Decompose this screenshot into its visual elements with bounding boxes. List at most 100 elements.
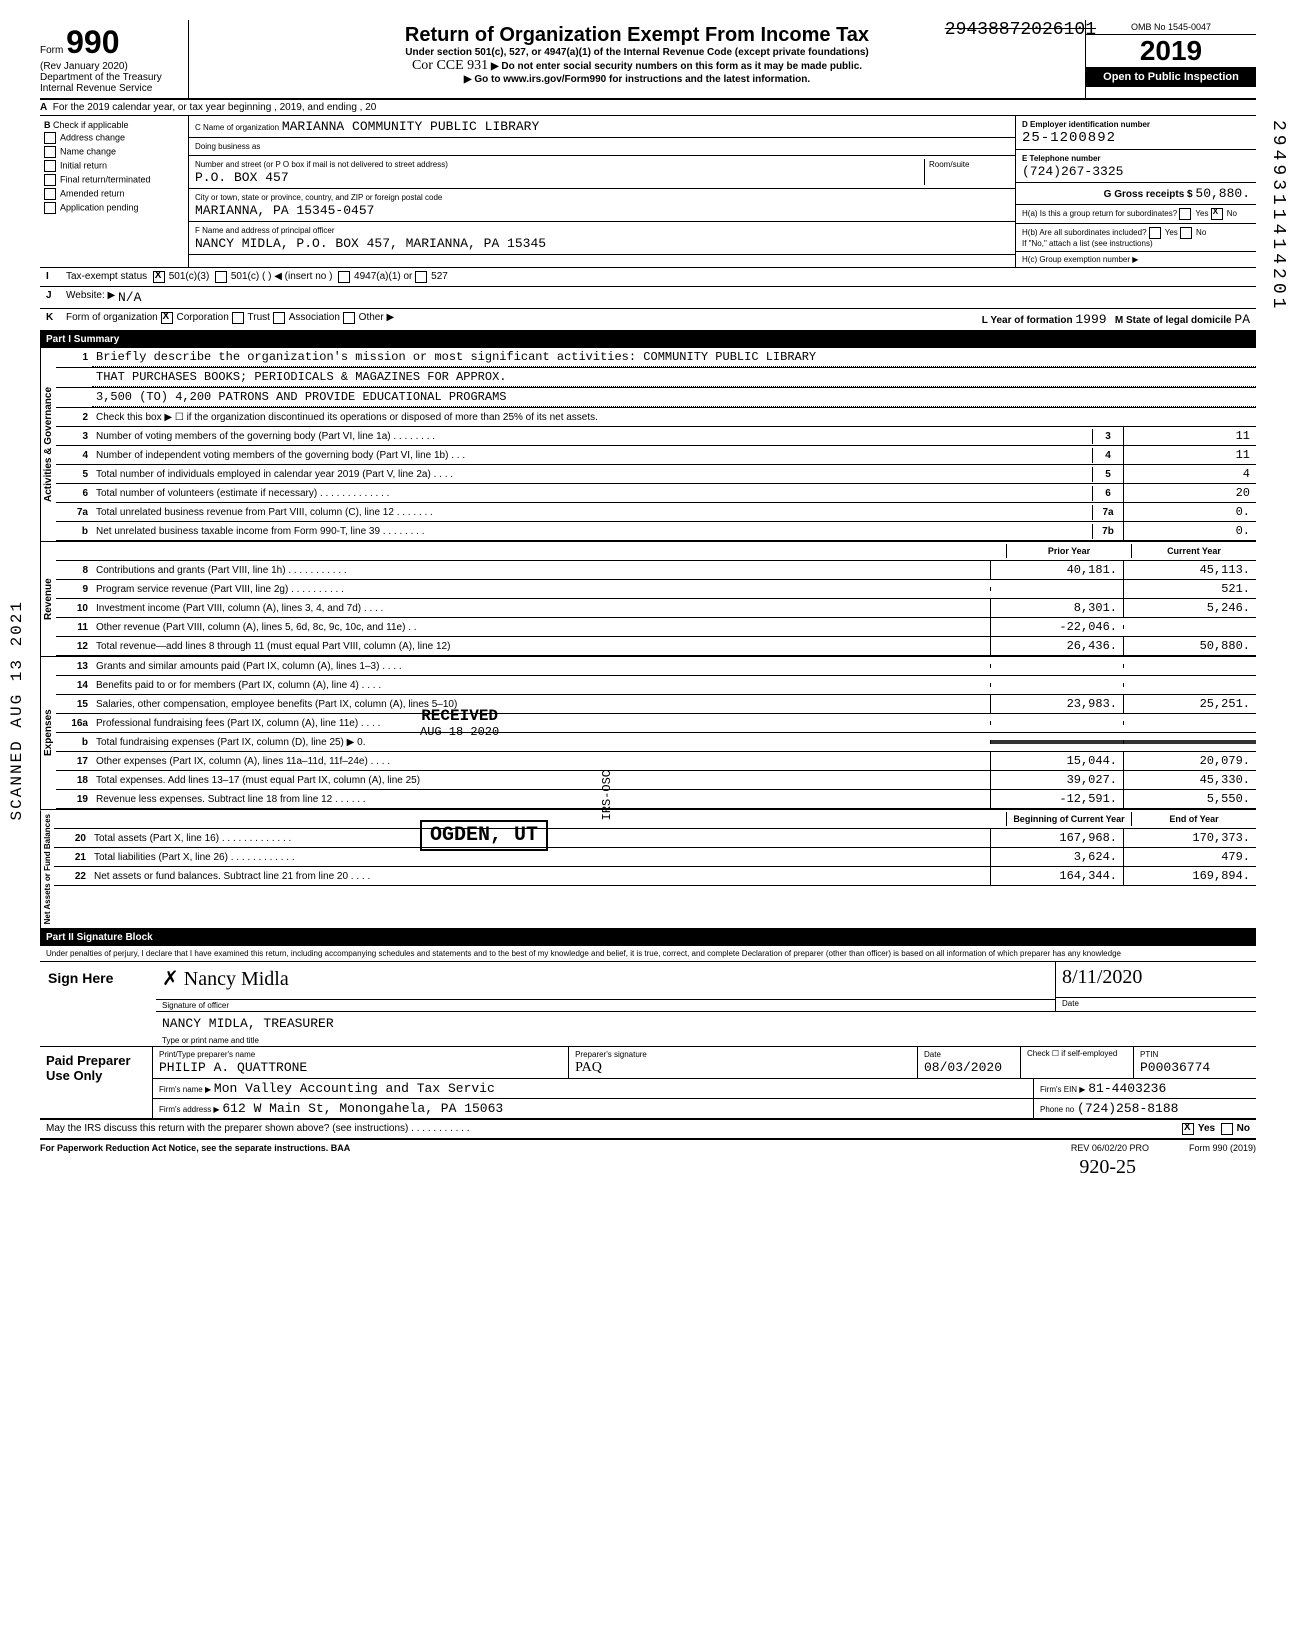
form-note2: ▶ Go to www.irs.gov/Form990 for instruct…: [193, 74, 1081, 85]
form-dept: Department of the Treasury: [40, 72, 180, 83]
status-j: JWebsite: ▶ N/A: [40, 287, 1256, 309]
hb-no: No: [1196, 228, 1206, 237]
checkbox-app-pending[interactable]: [44, 202, 56, 214]
received-stamp: RECEIVED: [420, 707, 499, 725]
gov-line: 7aTotal unrelated business revenue from …: [56, 503, 1256, 522]
checkbox-527[interactable]: [415, 271, 427, 283]
ogden-stamp: OGDEN, UT: [420, 820, 548, 851]
ha-no: No: [1227, 209, 1237, 218]
lbl-501c3: 501(c)(3): [169, 271, 210, 283]
discuss-no-checkbox[interactable]: [1221, 1123, 1233, 1135]
checkbox-501c3[interactable]: [153, 271, 165, 283]
firm-ein-label: Firm's EIN ▶: [1040, 1085, 1085, 1094]
discuss-yes-checkbox[interactable]: [1182, 1123, 1194, 1135]
checkbox-other[interactable]: [343, 312, 355, 324]
footer-right: Form 990 (2019): [1189, 1143, 1256, 1153]
phone: (724)267-3325: [1022, 164, 1123, 179]
ptin: P00036774: [1140, 1060, 1210, 1075]
checkbox-initial-return[interactable]: [44, 160, 56, 172]
lbl-app-pending: Application pending: [60, 202, 139, 212]
ha-no-checkbox[interactable]: [1211, 208, 1223, 220]
tax-year: 2019: [1086, 35, 1256, 67]
footer-left: For Paperwork Reduction Act Notice, see …: [40, 1143, 350, 1153]
checkbox-corp[interactable]: [161, 312, 173, 324]
gov-line: 6Total number of volunteers (estimate if…: [56, 484, 1256, 503]
discuss-yes: Yes: [1198, 1123, 1215, 1135]
checkbox-address-change[interactable]: [44, 132, 56, 144]
formorg-label: Form of organization: [66, 312, 158, 327]
checkbox-name-change[interactable]: [44, 146, 56, 158]
col-b: B Check if applicable Address change Nam…: [40, 116, 189, 267]
part1-header: Part I Summary: [40, 331, 1256, 348]
part2-header: Part II Signature Block: [40, 929, 1256, 946]
handwritten-note: Cor CCE 931: [412, 58, 488, 74]
discuss-text: May the IRS discuss this return with the…: [46, 1123, 1182, 1135]
checkbox-4947[interactable]: [338, 271, 350, 283]
gov-line: 5Total number of individuals employed in…: [56, 465, 1256, 484]
hc-label: H(c) Group exemption number ▶: [1022, 255, 1138, 264]
gov-line: 2Check this box ▶ ☐ if the organization …: [56, 408, 1256, 427]
form-subtitle: Under section 501(c), 527, or 4947(a)(1)…: [193, 47, 1081, 58]
hb-yes-checkbox[interactable]: [1149, 227, 1161, 239]
net-label: Net Assets or Fund Balances: [40, 810, 54, 928]
officer: NANCY MIDLA, P.O. BOX 457, MARIANNA, PA …: [195, 236, 546, 251]
hb-no-checkbox[interactable]: [1180, 227, 1192, 239]
footer-mid: REV 06/02/20 PRO: [1071, 1143, 1149, 1153]
main-block: B Check if applicable Address change Nam…: [40, 116, 1256, 268]
checkbox-501c[interactable]: [215, 271, 227, 283]
side-vertical-number: 2949311414201: [1268, 120, 1288, 312]
form-rev: (Rev January 2020): [40, 61, 180, 72]
lbl-trust: Trust: [248, 312, 270, 327]
lbl-final-return: Final return/terminated: [60, 174, 151, 184]
firm-label: Firm's name ▶: [159, 1085, 211, 1094]
data-line: 19Revenue less expenses. Subtract line 1…: [56, 790, 1256, 809]
city: MARIANNA, PA 15345-0457: [195, 203, 374, 218]
net-section: Net Assets or Fund Balances Beginning of…: [40, 810, 1256, 929]
ha-yes-checkbox[interactable]: [1179, 208, 1191, 220]
self-emp-label: Check ☐ if self-employed: [1021, 1047, 1134, 1078]
officer-label: F Name and address of principal officer: [195, 226, 334, 235]
ha-label: H(a) Is this a group return for subordin…: [1022, 209, 1177, 218]
sign-here-row: Sign Here ✗ Nancy Midla Signature of off…: [40, 962, 1256, 1047]
officer-signature: ✗ Nancy Midla: [156, 962, 1055, 995]
footer-scribble: 920-25: [40, 1156, 1256, 1179]
sig-officer-under: Signature of officer: [156, 1000, 1055, 1011]
data-line: 8Contributions and grants (Part VIII, li…: [56, 561, 1256, 580]
checkbox-assoc[interactable]: [273, 312, 285, 324]
checkbox-final-return[interactable]: [44, 174, 56, 186]
gross-label: G Gross receipts $: [1104, 189, 1193, 200]
org-name: MARIANNA COMMUNITY PUBLIC LIBRARY: [282, 119, 539, 134]
gov-line: 1Briefly describe the organization's mis…: [56, 348, 1256, 368]
firm-addr-label: Firm's address ▶: [159, 1105, 220, 1114]
received-date: AUG 18 2020: [420, 725, 499, 739]
rev-col-header: Prior Year Current Year: [56, 542, 1256, 561]
firm-addr: 612 W Main St, Monongahela, PA 15063: [222, 1101, 503, 1116]
tax-status-label: Tax-exempt status: [66, 271, 147, 283]
city-label: City or town, state or province, country…: [195, 193, 442, 202]
lbl-amended: Amended return: [60, 188, 125, 198]
form-irs: Internal Revenue Service: [40, 83, 180, 94]
lbl-name-change: Name change: [60, 146, 116, 156]
officer-name-title: NANCY MIDLA, TREASURER: [156, 1011, 1256, 1035]
col-b-header: Check if applicable: [53, 120, 129, 130]
checkbox-amended[interactable]: [44, 188, 56, 200]
prep-date: 08/03/2020: [924, 1060, 1002, 1075]
col-c: C Name of organization MARIANNA COMMUNIT…: [189, 116, 1015, 267]
data-line: 17Other expenses (Part IX, column (A), l…: [56, 752, 1256, 771]
top-handwritten-number: 29438872026101: [945, 20, 1096, 40]
checkbox-trust[interactable]: [232, 312, 244, 324]
hb-note: If "No," attach a list (see instructions…: [1022, 239, 1153, 248]
firm-phone: (724)258-8188: [1077, 1101, 1178, 1116]
lbl-corp: Corporation: [177, 312, 229, 327]
data-line: 16aProfessional fundraising fees (Part I…: [56, 714, 1256, 733]
omb-number: OMB No 1545-0047: [1086, 20, 1256, 35]
state-val: PA: [1234, 312, 1250, 327]
data-line: 11Other revenue (Part VIII, column (A), …: [56, 618, 1256, 637]
gov-line: 3,500 (TO) 4,200 PATRONS AND PROVIDE EDU…: [56, 388, 1256, 408]
begin-year-head: Beginning of Current Year: [1006, 812, 1131, 826]
data-line: 13Grants and similar amounts paid (Part …: [56, 657, 1256, 676]
irs-osc-stamp: IRS-OSC: [600, 770, 614, 820]
year-form-val: 1999: [1075, 312, 1106, 327]
data-line: bTotal fundraising expenses (Part IX, co…: [56, 733, 1256, 752]
net-col-header: Beginning of Current Year End of Year: [54, 810, 1256, 829]
